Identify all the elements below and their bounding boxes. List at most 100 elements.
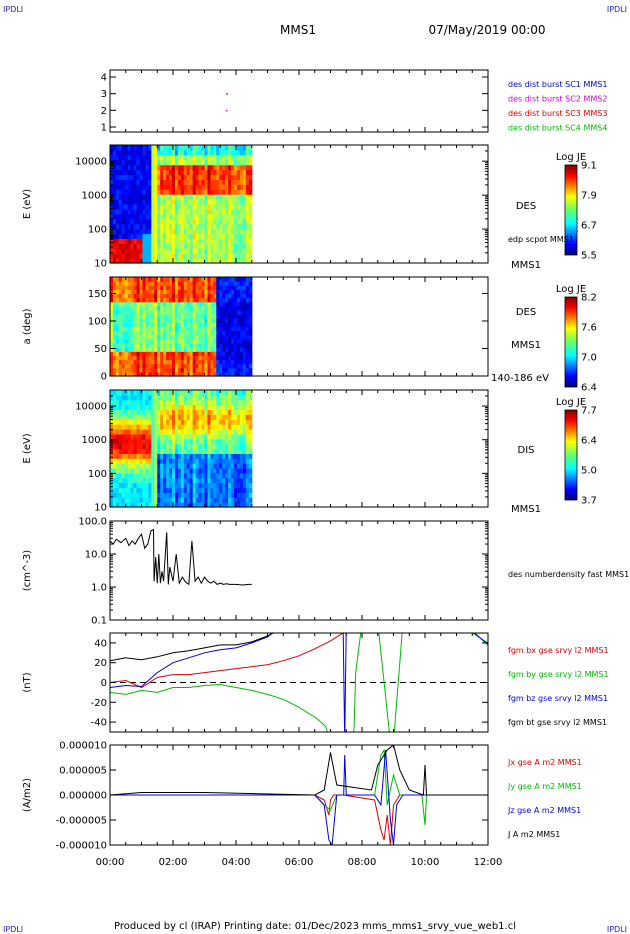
- spectrogram-cell: [225, 322, 229, 328]
- spectrogram-cell: [127, 359, 132, 365]
- spectrogram-cell: [172, 314, 176, 319]
- spectrogram-cell: [130, 487, 135, 493]
- spectrogram-cell: [160, 281, 164, 286]
- spectrogram-cell: [133, 223, 138, 230]
- spectrogram-cell: [133, 199, 138, 205]
- spectrogram-cell: [204, 334, 209, 340]
- spectrogram-cell: [174, 145, 179, 151]
- spectrogram-cell: [154, 334, 158, 340]
- spectrogram-cell: [136, 208, 141, 215]
- spectrogram-cell: [151, 477, 155, 484]
- spectrogram-cell: [112, 394, 117, 401]
- spectrogram-cell: [130, 468, 135, 474]
- spectrogram-cell: [245, 497, 250, 503]
- des-pitch-colorbar-tick: 7.0: [581, 353, 597, 364]
- spectrogram-cell: [216, 390, 220, 396]
- spectrogram-cell: [225, 399, 229, 406]
- spectrogram-cell: [213, 208, 217, 215]
- spectrogram-cell: [225, 145, 229, 151]
- spectrogram-cell: [110, 330, 114, 336]
- spectrogram-cell: [160, 334, 164, 340]
- spectrogram-cell: [216, 301, 220, 307]
- spectrogram-cell: [154, 189, 158, 195]
- spectrogram-cell: [172, 199, 176, 205]
- coverage-legend-entry: des dist burst SC2 MMS2: [508, 95, 607, 104]
- series-legend-entry: des numberdensity fast MMS1: [508, 570, 629, 579]
- spectrogram-cell: [180, 438, 185, 445]
- spectrogram-cell: [192, 463, 197, 469]
- spectrogram-cell: [180, 301, 185, 307]
- spectrogram-cell: [210, 243, 214, 249]
- spectrogram-cell: [127, 433, 132, 440]
- spectrogram-cell: [195, 351, 200, 356]
- spectrogram-cell: [177, 164, 182, 171]
- spectrogram-cell: [112, 399, 117, 406]
- spectrogram-cell: [195, 338, 200, 344]
- spectrogram-cell: [195, 330, 200, 336]
- spectrogram-cell: [110, 174, 114, 181]
- spectrogram-cell: [177, 159, 182, 166]
- spectrogram-cell: [192, 390, 197, 396]
- spectrogram-cell: [242, 310, 247, 315]
- spectrogram-cell: [124, 184, 129, 190]
- spectrogram-cell: [248, 277, 253, 282]
- spectrogram-cell: [148, 213, 152, 220]
- spectrogram-cell: [115, 289, 120, 295]
- spectrogram-cell: [130, 258, 135, 264]
- spectrogram-cell: [110, 497, 114, 503]
- spectrogram-cell: [115, 443, 120, 450]
- spectrogram-cell: [242, 159, 247, 166]
- spectrogram-cell: [133, 285, 138, 290]
- spectrogram-cell: [216, 228, 220, 235]
- spectrogram-cell: [112, 179, 117, 185]
- spectrogram-cell: [236, 208, 241, 215]
- spectrogram-cell: [127, 174, 132, 181]
- spectrogram-cell: [163, 159, 167, 166]
- spectrogram-cell: [236, 371, 241, 377]
- spectrogram-cell: [172, 334, 176, 340]
- spectrogram-cell: [172, 343, 176, 348]
- spectrogram-cell: [183, 253, 188, 259]
- spectrogram-cell: [201, 293, 206, 299]
- spectrogram-cell: [121, 194, 126, 200]
- spectrogram-cell: [186, 189, 191, 195]
- spectrogram-cell: [245, 359, 250, 365]
- spectrogram-cell: [145, 213, 149, 220]
- spectrogram-cell: [239, 169, 244, 176]
- spectrogram-cell: [234, 394, 238, 401]
- spectrogram-cell: [145, 233, 149, 240]
- spectrogram-cell: [157, 477, 161, 484]
- spectrogram-cell: [124, 145, 129, 151]
- spectrogram-cell: [248, 228, 253, 235]
- spectrogram-cell: [112, 326, 117, 332]
- spectrogram-cell: [192, 458, 197, 464]
- spectrogram-cell: [154, 305, 158, 311]
- spectrogram-cell: [204, 169, 209, 176]
- spectrogram-cell: [242, 194, 247, 200]
- y-tick-label: 0.000000: [59, 791, 107, 802]
- spectrogram-cell: [118, 314, 123, 319]
- spectrogram-cell: [198, 355, 203, 361]
- spectrogram-cell: [160, 429, 164, 435]
- spectrogram-cell: [154, 149, 158, 156]
- spectrogram-cell: [115, 223, 120, 230]
- spectrogram-cell: [207, 164, 211, 171]
- spectrogram-cell: [163, 399, 167, 406]
- spectrogram-cell: [207, 482, 211, 489]
- spectrogram-cell: [231, 253, 235, 259]
- spectrogram-cell: [121, 149, 126, 156]
- spectrogram-cell: [166, 438, 170, 445]
- spectrogram-cell: [163, 208, 167, 215]
- spectrogram-cell: [148, 243, 152, 249]
- spectrogram-cell: [228, 322, 232, 328]
- spectrogram-cell: [239, 492, 244, 498]
- spectrogram-cell: [166, 174, 170, 181]
- spectrogram-cell: [118, 433, 123, 440]
- spectrogram-cell: [157, 330, 161, 336]
- spectrogram-cell: [130, 149, 135, 156]
- spectrogram-cell: [204, 338, 209, 344]
- spectrogram-cell: [239, 228, 244, 235]
- y-tick-label: 10000: [75, 402, 107, 413]
- spectrogram-cell: [127, 390, 132, 396]
